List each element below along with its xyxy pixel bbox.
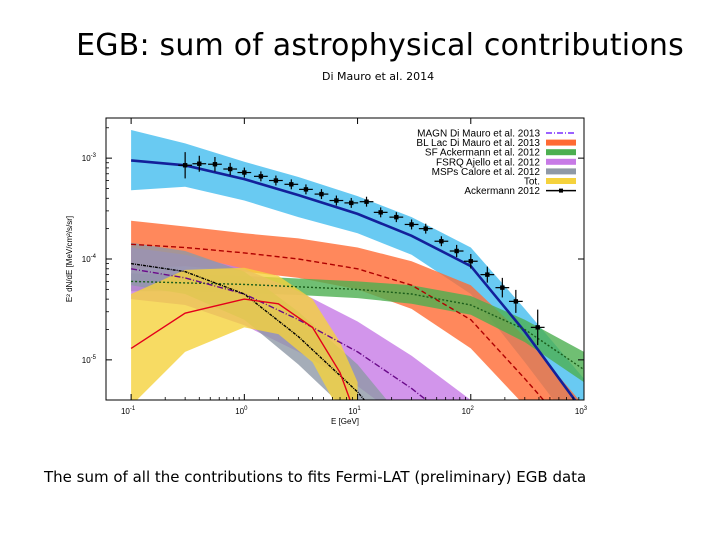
legend-label: FSRQ Ajello et al. 2012 xyxy=(436,157,540,168)
data-point xyxy=(237,167,252,178)
data-point xyxy=(284,179,299,190)
legend-entry: SF Ackermann et al. 2012 xyxy=(425,148,576,159)
median-magn xyxy=(130,298,351,400)
data-point xyxy=(208,156,222,172)
legend-entry: Tot. xyxy=(524,177,576,188)
x-tick-label: 10-1 xyxy=(121,406,136,416)
x-tick-label: 101 xyxy=(348,406,361,416)
legend-swatch xyxy=(546,158,576,165)
legend-entry: MAGN Di Mauro et al. 2013 xyxy=(417,129,576,140)
legend-swatch xyxy=(546,178,576,184)
legend-swatch xyxy=(546,139,576,146)
data-point xyxy=(495,277,510,298)
data-point xyxy=(359,196,374,207)
band-magn xyxy=(131,267,358,400)
y-tick-label: 10-3 xyxy=(82,153,97,163)
data-point xyxy=(404,219,419,230)
legend-entry: FSRQ Ajello et al. 2012 xyxy=(436,157,576,168)
median-sf xyxy=(131,280,584,371)
data-point xyxy=(299,184,313,195)
legend-swatch xyxy=(546,168,576,175)
y-tick-label: 10-4 xyxy=(82,254,97,264)
legend-swatch xyxy=(546,149,576,156)
y-tick-label: 10-5 xyxy=(82,355,97,365)
median-fsrq xyxy=(130,268,428,400)
median-msp xyxy=(130,262,366,400)
data-point xyxy=(344,197,359,208)
x-tick-label: 102 xyxy=(462,406,475,416)
legend-entry: MSPs Calore et al. 2012 xyxy=(432,167,576,178)
data-point xyxy=(373,207,388,218)
legend-label: MSPs Calore et al. 2012 xyxy=(432,167,541,178)
legend-label: BL Lac Di Mauro et al. 2013 xyxy=(416,138,540,149)
slide-caption: The sum of all the contributions to fits… xyxy=(44,468,587,486)
data-point xyxy=(269,175,283,186)
x-tick-label: 100 xyxy=(235,406,248,416)
band-total xyxy=(131,130,584,400)
slide-title: EGB: sum of astrophysical contributions xyxy=(76,28,684,63)
data-point xyxy=(254,171,268,182)
data-point xyxy=(389,212,404,223)
contribution-medians xyxy=(130,159,584,400)
data-point xyxy=(480,266,495,283)
contribution-bands xyxy=(131,130,584,400)
data-point xyxy=(530,309,545,346)
data-point xyxy=(178,152,193,179)
median-bllac xyxy=(131,243,545,400)
band-sf xyxy=(131,273,584,383)
data-point xyxy=(418,223,433,234)
legend-entry: Ackermann 2012 xyxy=(464,186,576,197)
data-point xyxy=(314,189,329,200)
data-point xyxy=(508,289,523,313)
x-axis-label: E [GeV] xyxy=(331,417,359,426)
data-point xyxy=(329,195,344,206)
band-bllac xyxy=(131,220,580,400)
legend-label: MAGN Di Mauro et al. 2013 xyxy=(417,129,540,140)
data-point xyxy=(192,155,207,172)
legend-label: Ackermann 2012 xyxy=(464,186,540,197)
slide-subtitle: Di Mauro et al. 2014 xyxy=(322,70,435,83)
data-point xyxy=(463,253,478,269)
median-total xyxy=(130,159,577,400)
legend-entry: BL Lac Di Mauro et al. 2013 xyxy=(416,138,576,149)
legend-label: Tot. xyxy=(524,177,540,188)
data-points xyxy=(178,152,545,346)
data-point xyxy=(223,162,238,176)
axes: 10-1 100 101 102 103 10-5 10-4 10-3 xyxy=(82,118,588,416)
data-point xyxy=(449,244,464,258)
legend-label: SF Ackermann et al. 2012 xyxy=(425,148,541,159)
y-axis-label: E² dN/dE [MeV/cm²/s/sr] xyxy=(65,216,74,302)
x-tick-label: 103 xyxy=(575,406,588,416)
data-point xyxy=(434,236,449,247)
